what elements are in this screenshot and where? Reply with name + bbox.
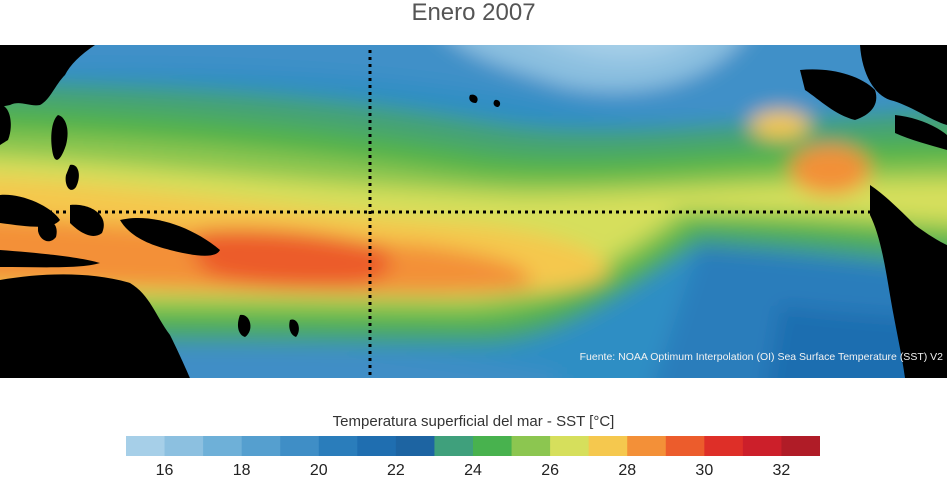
colorbar-tick-label: 28 [618, 462, 637, 479]
colorbar-swatch [126, 436, 166, 456]
colorbar-tick-label: 18 [232, 462, 251, 479]
colorbar-swatch [318, 436, 358, 456]
colorbar-swatch [203, 436, 243, 456]
colorbar-tick-label: 16 [155, 462, 174, 479]
colorbar-swatch [241, 436, 281, 456]
colorbar-tick-label: 32 [772, 462, 791, 479]
colorbar-tick-label: 26 [541, 462, 559, 479]
colorbar-swatch [627, 436, 667, 456]
colorbar-swatch [588, 436, 628, 456]
colorbar-swatch [511, 436, 551, 456]
colorbar-tick-label: 24 [464, 462, 482, 479]
colorbar-swatch [742, 436, 782, 456]
colorbar-swatch [473, 436, 513, 456]
colorbar-label: Temperatura superficial del mar - SST [°… [332, 413, 615, 430]
colorbar-swatch [550, 436, 590, 456]
source-note: Fuente: NOAA Optimum Interpolation (OI) … [579, 351, 943, 363]
map-title: Enero 2007 [411, 0, 536, 26]
colorbar-tick-label: 22 [386, 462, 405, 479]
colorbar-tick-label: 30 [695, 462, 714, 479]
colorbar-tick-label: 20 [309, 462, 328, 479]
colorbar [126, 436, 820, 456]
colorbar-swatch [357, 436, 397, 456]
colorbar-swatch [280, 436, 320, 456]
colorbar-swatch [665, 436, 705, 456]
colorbar-swatch [781, 436, 820, 456]
sst-map [0, 45, 947, 378]
land [0, 45, 947, 378]
sst-field [0, 45, 947, 378]
colorbar-swatch [164, 436, 204, 456]
colorbar-swatch [395, 436, 435, 456]
colorbar-swatch [704, 436, 744, 456]
colorbar-swatch [434, 436, 474, 456]
